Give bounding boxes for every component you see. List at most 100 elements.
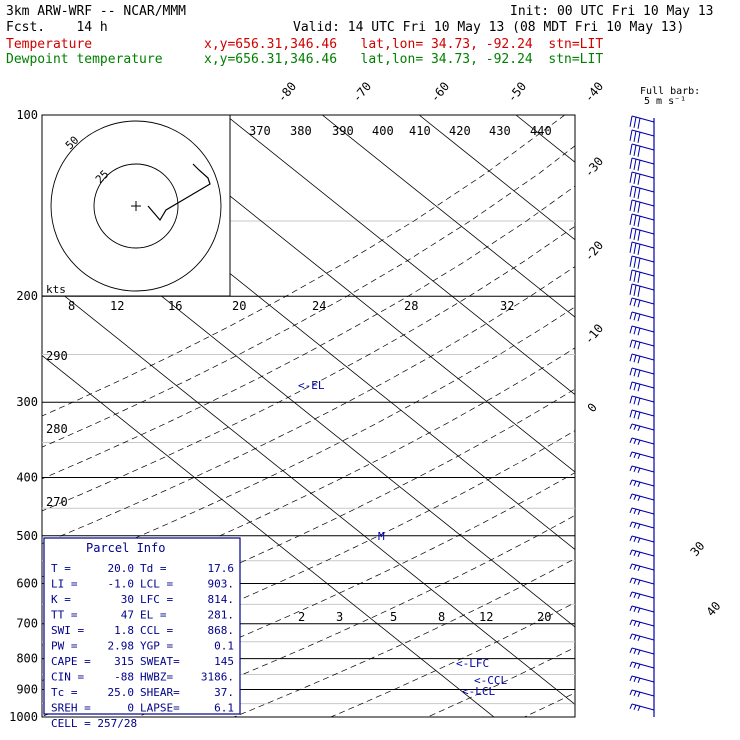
parcel-val-1: -1.0 xyxy=(108,578,135,591)
barb-flag xyxy=(637,313,641,322)
wind-barb xyxy=(629,325,655,336)
theta-label-380: 380 xyxy=(290,124,312,138)
barb-flag xyxy=(637,649,641,655)
barb-flag xyxy=(637,705,641,711)
wind-barb xyxy=(629,423,655,431)
barb-flag xyxy=(633,690,637,696)
barb-flag xyxy=(633,340,637,349)
isotherm--20 xyxy=(418,115,575,241)
barb-flag xyxy=(629,661,633,667)
parcel-key-9: SREH = xyxy=(51,702,91,715)
isotherm-label--40: -40 xyxy=(582,79,607,105)
barb-flag xyxy=(629,493,633,499)
barb-flag xyxy=(629,605,633,611)
barb-flag xyxy=(637,593,641,599)
mixing-ratio-label-12: 12 xyxy=(479,610,493,624)
theta-label-440: 440 xyxy=(530,124,552,138)
wind-barb xyxy=(629,591,655,599)
hodo-ring-1 xyxy=(50,120,222,292)
wind-barb xyxy=(629,493,655,501)
barb-flag xyxy=(629,479,633,485)
pressure-label-300: 300 xyxy=(16,395,38,409)
barb-flag xyxy=(633,452,637,458)
barb-legend: Full barb: xyxy=(640,86,700,97)
parcel-val2-8: 37. xyxy=(214,686,234,699)
dry-adiabat-350 xyxy=(233,558,575,717)
parcel-marker: M xyxy=(378,530,385,543)
moist-adiabat-30 xyxy=(695,296,740,730)
barb-flag xyxy=(629,409,633,418)
barb-flag xyxy=(629,353,633,362)
parcel-val2-5: 0.1 xyxy=(214,640,234,653)
barb-flag xyxy=(637,173,641,185)
barb-flag xyxy=(633,620,637,626)
barb-flag xyxy=(637,131,641,143)
hodograph-trace xyxy=(147,163,211,222)
isotherm-40 xyxy=(42,277,575,705)
barb-flag xyxy=(637,565,641,571)
barb-flag xyxy=(629,227,633,239)
wind-barb xyxy=(629,269,655,283)
barb-flag xyxy=(637,635,641,641)
barb-flag xyxy=(629,675,633,681)
init-time: Init: 00 UTC Fri 10 May 13 xyxy=(510,4,714,19)
isotherm-label-40: 40 xyxy=(704,599,724,619)
parcel-key-8: Tc = xyxy=(51,686,78,699)
barb-flag xyxy=(629,465,633,471)
wind-barb xyxy=(629,283,655,297)
barb-flag xyxy=(637,215,641,227)
wind-barb xyxy=(629,157,655,171)
parcel-key2-1: LCL = xyxy=(140,578,173,591)
barb-flag xyxy=(629,157,633,169)
parcel-val-8: 25.0 xyxy=(108,686,135,699)
parcel-key-0: T = xyxy=(51,562,71,575)
dry-adiabat-340 xyxy=(329,602,575,717)
wind-barb xyxy=(629,437,655,445)
barb-flag xyxy=(637,257,641,269)
parcel-key2-6: SWEAT= xyxy=(140,655,180,668)
barb-flag xyxy=(637,341,641,350)
wind-barb xyxy=(629,199,655,213)
barb-flag xyxy=(629,395,633,404)
barb-flag xyxy=(633,480,637,486)
wind-barb xyxy=(629,661,655,669)
wind-barb xyxy=(629,115,655,129)
dry-adiabat-300 xyxy=(693,115,740,730)
barb-flag xyxy=(637,201,641,213)
barb-flag xyxy=(637,145,641,157)
parcel-key-4: SWI = xyxy=(51,624,84,637)
mixing-ratio-12 xyxy=(725,583,740,729)
parcel-key-5: PW = xyxy=(51,640,78,653)
barb-flag xyxy=(629,423,633,429)
barb-flag xyxy=(633,662,637,668)
wind-barb xyxy=(629,395,655,406)
theta-label-390: 390 xyxy=(332,124,354,138)
pressure-label-500: 500 xyxy=(16,529,38,543)
barb-flag xyxy=(629,381,633,390)
barb-flag xyxy=(629,199,633,211)
isotherm-label-0: 0 xyxy=(585,400,600,415)
barb-flag xyxy=(633,410,637,419)
wind-barb xyxy=(629,703,655,711)
parcel-val2-6: 145 xyxy=(214,655,234,668)
parcel-val2-7: 3186. xyxy=(201,671,234,684)
speed-label-20: 20 xyxy=(232,299,246,313)
wind-barb xyxy=(629,311,655,322)
wind-barb xyxy=(629,381,655,392)
barb-flag xyxy=(633,200,637,212)
barb-flag xyxy=(633,354,637,363)
isotherm-10 xyxy=(128,115,575,473)
barb-flag xyxy=(637,369,641,378)
barb-flag xyxy=(637,285,641,297)
barb-flag xyxy=(629,703,633,709)
pressure-label-700: 700 xyxy=(16,617,38,631)
barb-flag xyxy=(637,327,641,336)
parcel-key-10: CELL = 257/28 xyxy=(51,717,137,730)
parcel-key-7: CIN = xyxy=(51,671,84,684)
parcel-val2-1: 903. xyxy=(208,578,235,591)
barb-flag xyxy=(633,648,637,654)
barb-flag xyxy=(629,451,633,457)
isotherm-label--80: -80 xyxy=(275,79,300,105)
isotherm-label--20: -20 xyxy=(582,238,607,264)
